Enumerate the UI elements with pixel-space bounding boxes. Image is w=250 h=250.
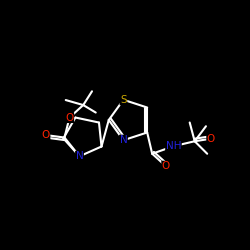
Text: S: S [120, 95, 127, 105]
Text: O: O [42, 130, 50, 140]
Text: O: O [65, 112, 74, 122]
Text: NH: NH [166, 141, 181, 151]
Text: O: O [162, 161, 170, 171]
Text: N: N [120, 135, 127, 145]
Text: O: O [207, 134, 215, 144]
Text: N: N [76, 151, 83, 161]
